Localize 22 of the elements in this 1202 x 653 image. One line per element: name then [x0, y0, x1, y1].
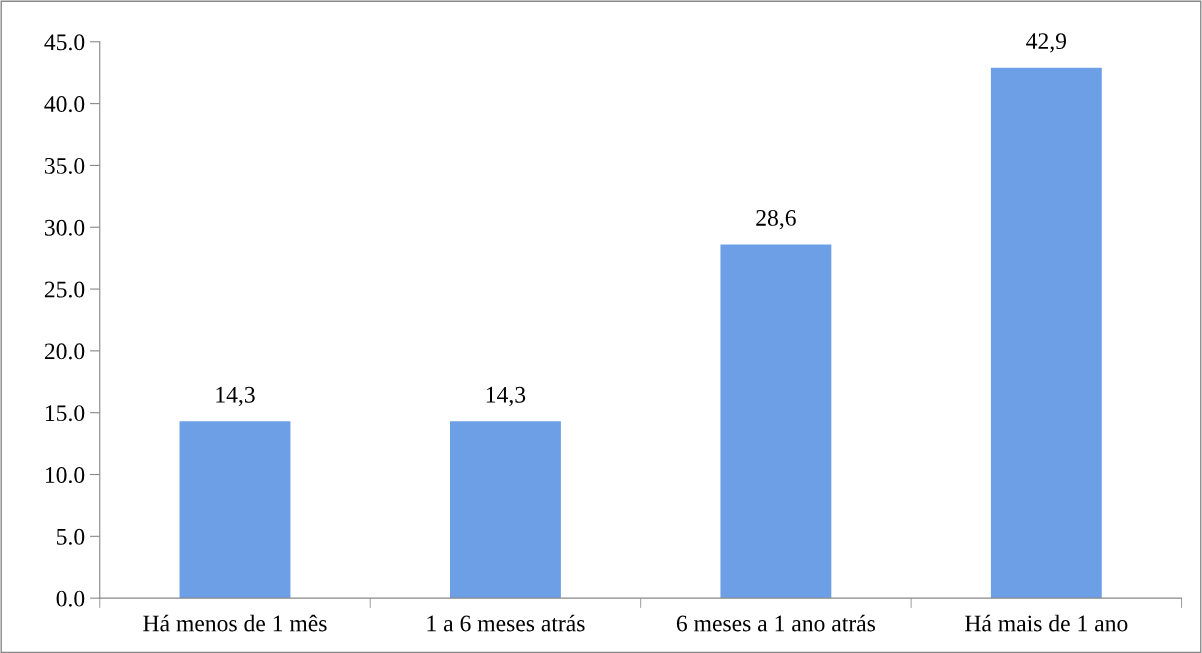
- x-tick-label: Há menos de 1 mês: [143, 614, 327, 632]
- y-tick-label: 35.0: [44, 157, 85, 174]
- data-label: 14,3: [216, 386, 255, 407]
- y-tick-label: 0.0: [56, 590, 85, 607]
- data-label: 14,3: [486, 386, 526, 407]
- y-tick-label: 20.0: [44, 343, 85, 360]
- bar: [450, 421, 561, 599]
- x-tick-label: 6 meses a 1 ano atrás: [676, 614, 876, 632]
- bar: [720, 244, 832, 599]
- y-tick-label: 30.0: [44, 219, 85, 236]
- y-tick-label: 40.0: [44, 96, 85, 113]
- data-label: 42,9: [1026, 33, 1067, 53]
- bar: [179, 421, 291, 599]
- y-tick-label: 10.0: [45, 467, 85, 484]
- y-tick-label: 45.0: [44, 34, 85, 51]
- bar: [990, 67, 1102, 599]
- x-tick-label: Há mais de 1 ano: [965, 614, 1128, 632]
- data-label: 28,6: [756, 209, 796, 230]
- x-tick-label: 1 a 6 meses atrás: [427, 614, 585, 632]
- y-tick-label: 5.0: [57, 528, 85, 545]
- y-tick-label: 25.0: [44, 281, 85, 298]
- y-tick-label: 15.0: [45, 405, 85, 422]
